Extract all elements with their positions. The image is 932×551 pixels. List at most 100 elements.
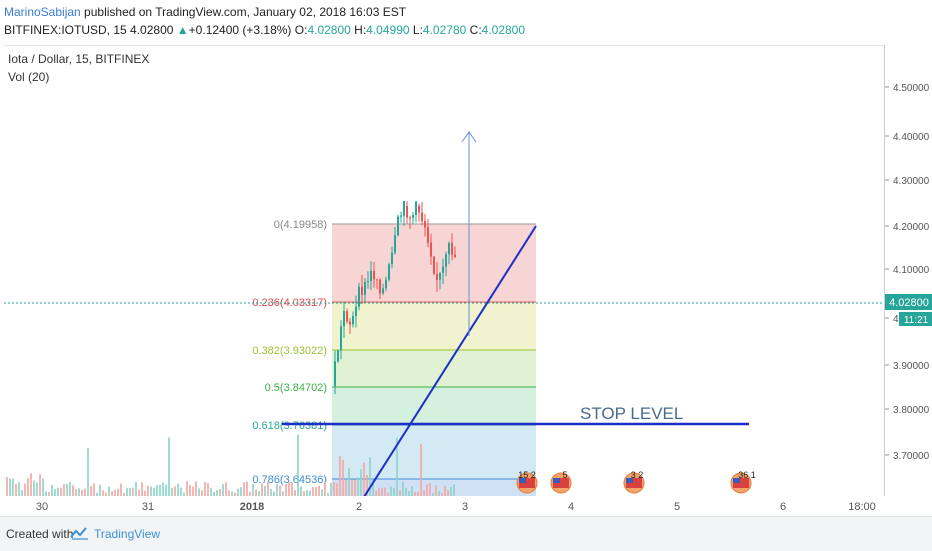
volume-bar <box>447 489 449 497</box>
volume-histogram <box>6 434 455 497</box>
candle-body <box>352 316 354 325</box>
created-with-text: Created with <box>6 527 74 541</box>
volume-bar <box>216 489 218 497</box>
candle-body <box>433 256 435 274</box>
volume-bar <box>165 484 167 497</box>
event-badge-1[interactable]: 15 2 <box>516 470 538 494</box>
volume-bar <box>396 438 398 497</box>
volume-bar <box>36 482 38 497</box>
candle-body <box>424 220 426 228</box>
volume-bar <box>327 492 329 497</box>
time-axis-canvas[interactable]: 30 31 2018 2 3 4 5 6 18:00 <box>4 496 884 516</box>
volume-bar <box>429 482 431 497</box>
chart-plot-area[interactable]: 0(4.19958) 0.236(4.03317) 0.382(3.93022)… <box>4 45 884 498</box>
candle-body <box>436 273 438 280</box>
volume-bar <box>168 437 170 497</box>
close-label: C: <box>469 23 482 37</box>
volume-bar <box>177 483 179 497</box>
volume-bar <box>252 484 254 497</box>
trend-line[interactable] <box>363 225 537 497</box>
high-label: H: <box>354 23 367 37</box>
volume-bar <box>234 492 236 497</box>
volume-bar <box>156 485 158 497</box>
current-price-tag-text: 4.02800 <box>889 297 929 309</box>
candle-body <box>394 235 396 253</box>
volume-bar <box>189 484 191 497</box>
volume-bar <box>288 482 290 497</box>
volume-bar <box>441 492 443 497</box>
event-badge-4[interactable]: 36 1 <box>730 470 756 494</box>
volume-bar <box>435 485 437 497</box>
candle-body <box>364 281 366 295</box>
candle-body <box>409 217 411 219</box>
volume-bar <box>144 490 146 497</box>
volume-bar <box>411 485 413 497</box>
fib-label-05: 0.5(3.84702) <box>265 382 327 394</box>
volume-bar <box>81 489 83 497</box>
time-tick-label: 5 <box>674 501 680 513</box>
volume-bar <box>444 486 446 497</box>
volume-bar <box>315 487 317 497</box>
event-badge-3[interactable]: 3 2 <box>623 470 645 494</box>
volume-bar <box>114 489 116 497</box>
candle-body <box>373 271 375 280</box>
volume-bar <box>204 482 206 497</box>
price-axis[interactable]: 4.500004.400004.300004.200004.100004.000… <box>884 45 932 496</box>
volume-bar <box>174 486 176 497</box>
volume-bar <box>387 492 389 497</box>
volume-bar <box>264 485 266 497</box>
time-tick-label: 2018 <box>240 501 264 513</box>
candle-body <box>430 242 432 257</box>
time-tick-label: 30 <box>36 501 48 513</box>
volume-bar <box>39 474 41 497</box>
volume-bar <box>378 487 380 497</box>
volume-bar <box>225 482 227 497</box>
price-tick-label: 4.50000 <box>893 83 930 94</box>
volume-bar <box>390 486 392 497</box>
volume-bar <box>453 484 455 497</box>
candle-body <box>454 254 456 258</box>
volume-bar <box>141 482 143 497</box>
volume-bar <box>93 483 95 497</box>
volume-bar <box>195 481 197 497</box>
volume-bar <box>75 489 77 497</box>
volume-bar <box>384 487 386 497</box>
chart-canvas[interactable]: 0(4.19958) 0.236(4.03317) 0.382(3.93022)… <box>4 46 884 497</box>
stop-level-text[interactable]: STOP LEVEL <box>580 404 683 423</box>
volume-bar <box>84 488 86 497</box>
price-axis-canvas[interactable]: 4.500004.400004.300004.200004.100004.000… <box>885 45 932 496</box>
close-value: 4.02800 <box>481 23 526 37</box>
candle-body <box>403 201 405 216</box>
volume-bar <box>357 477 359 497</box>
published-text: published on TradingView.com, January 02… <box>80 5 407 19</box>
volume-bar <box>282 491 284 497</box>
author-link[interactable]: MarinoSabijan <box>4 5 81 19</box>
volume-bar <box>300 486 302 497</box>
volume-legend[interactable]: Vol (20) <box>8 70 50 84</box>
volume-bar <box>393 487 395 497</box>
candle-body <box>349 321 351 325</box>
candle-body <box>361 286 363 295</box>
candle-body <box>370 271 372 281</box>
volume-bar <box>180 487 182 497</box>
event-badge-2[interactable]: 5 <box>550 470 572 494</box>
volume-bar <box>405 488 407 497</box>
fib-label-0618: 0.618(3.76381) <box>252 420 327 432</box>
volume-bar <box>450 487 452 497</box>
fib-zone-5-618 <box>332 387 536 425</box>
symbol-legend[interactable]: Iota / Dollar, 15, BITFINEX <box>8 52 150 66</box>
tradingview-logo-icon[interactable] <box>70 526 90 540</box>
tradingview-brand-link[interactable]: TradingView <box>94 527 161 541</box>
time-axis[interactable]: 30 31 2018 2 3 4 5 6 18:00 <box>4 496 884 516</box>
volume-bar <box>171 487 173 497</box>
volume-bar <box>162 482 164 497</box>
price-tick-label: 4.10000 <box>893 265 930 276</box>
candle-body <box>400 215 402 217</box>
volume-bar <box>339 456 341 497</box>
price-tick-label: 3.80000 <box>893 405 930 416</box>
candle-body <box>358 286 360 307</box>
volume-bar <box>66 483 68 497</box>
volume-bar <box>210 487 212 497</box>
volume-bar <box>51 484 53 497</box>
symbol-name: BITFINEX:IOTUSD, 15 <box>4 23 127 37</box>
